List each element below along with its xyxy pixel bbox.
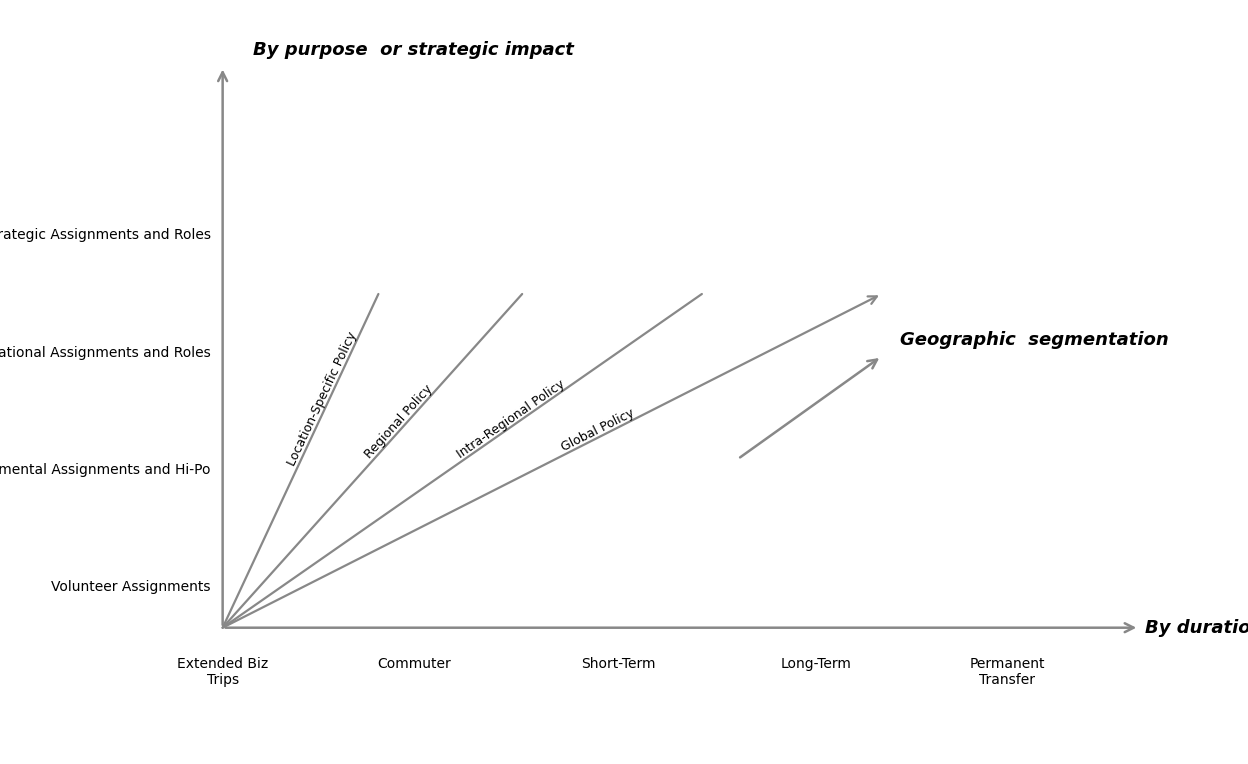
Text: Operational Assignments and Roles: Operational Assignments and Roles [0, 345, 211, 360]
Text: Commuter: Commuter [377, 657, 452, 671]
Text: Permanent
Transfer: Permanent Transfer [970, 657, 1045, 688]
Text: Location-Specific Policy: Location-Specific Policy [286, 329, 359, 468]
Text: Volunteer Assignments: Volunteer Assignments [51, 581, 211, 594]
Text: By purpose  or strategic impact: By purpose or strategic impact [252, 41, 574, 60]
Text: By duration  and pattern: By duration and pattern [1146, 619, 1248, 636]
Text: Regional Policy: Regional Policy [363, 382, 436, 461]
Text: Geographic  segmentation: Geographic segmentation [900, 331, 1168, 349]
Text: Long-Term: Long-Term [780, 657, 851, 671]
Text: Global Policy: Global Policy [559, 406, 636, 454]
Text: Developmental Assignments and Hi-Po: Developmental Assignments and Hi-Po [0, 463, 211, 477]
Text: Intra-Regional Policy: Intra-Regional Policy [454, 377, 568, 461]
Text: Strategic Assignments and Roles: Strategic Assignments and Roles [0, 228, 211, 242]
Text: Short-Term: Short-Term [580, 657, 655, 671]
Text: Extended Biz
Trips: Extended Biz Trips [177, 657, 268, 688]
